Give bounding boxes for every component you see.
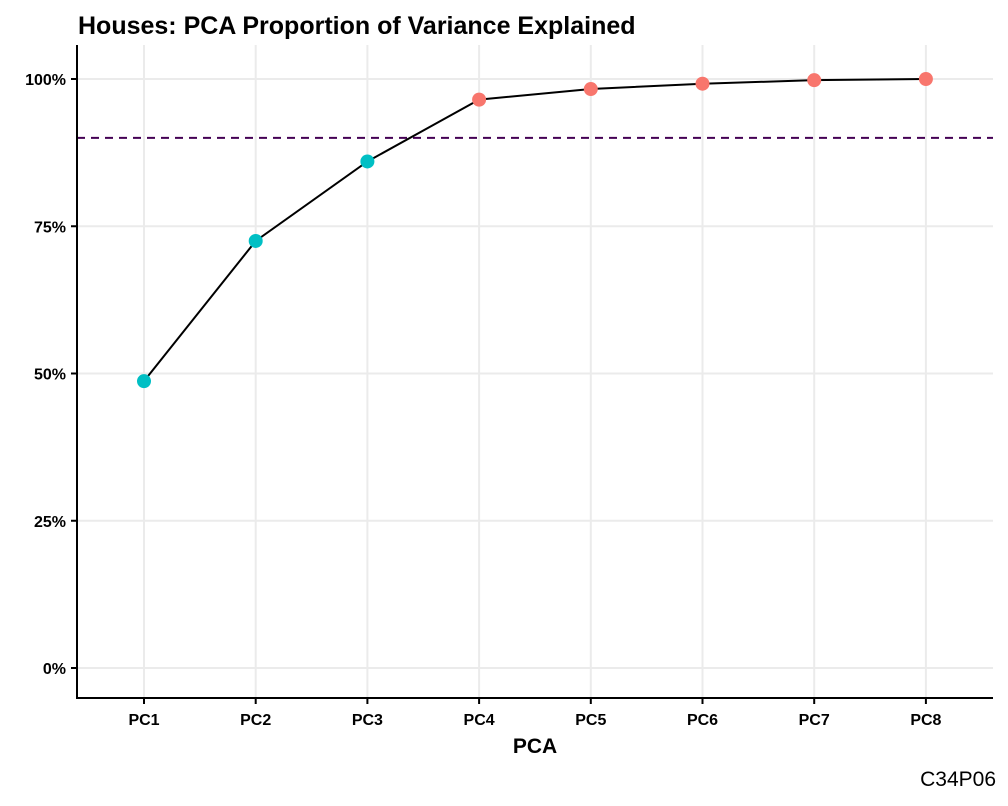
chart-title: Houses: PCA Proportion of Variance Expla… (78, 12, 636, 40)
y-tick-label: 75% (34, 219, 66, 236)
data-point-pc8 (918, 72, 933, 86)
x-tick-label: PC4 (464, 712, 495, 729)
data-point-pc7 (807, 73, 822, 88)
x-tick-label: PC6 (687, 712, 718, 729)
data-point-pc4 (472, 92, 487, 107)
y-tick-label: 25% (34, 514, 66, 531)
x-tick-label: PC8 (910, 712, 941, 729)
x-axis-title: PCA (513, 735, 557, 758)
grid-lines (77, 45, 993, 698)
x-tick-label: PC1 (128, 712, 159, 729)
y-tick-label: 0% (43, 661, 66, 678)
data-point-pc3 (360, 154, 375, 169)
y-tick-label: 100% (25, 72, 66, 89)
cumulative-variance-series (137, 72, 933, 389)
data-point-pc5 (583, 82, 598, 97)
x-tick-label: PC7 (799, 712, 830, 729)
series-line (143, 78, 926, 382)
y-tick-label: 50% (34, 367, 66, 384)
x-tick-label: PC2 (240, 712, 271, 729)
x-tick-label: PC5 (575, 712, 606, 729)
figure-caption: C34P06 (920, 768, 996, 791)
data-point-pc6 (695, 76, 710, 91)
tick-labels: 0% 25% 50% 75% 100% PC1 PC2 PC3 PC4 PC5 PC6 PC7 PC8 (25, 72, 941, 729)
data-point-pc2 (248, 233, 263, 248)
axes (71, 45, 993, 704)
data-point-pc1 (137, 374, 151, 389)
x-tick-label: PC3 (352, 712, 383, 729)
